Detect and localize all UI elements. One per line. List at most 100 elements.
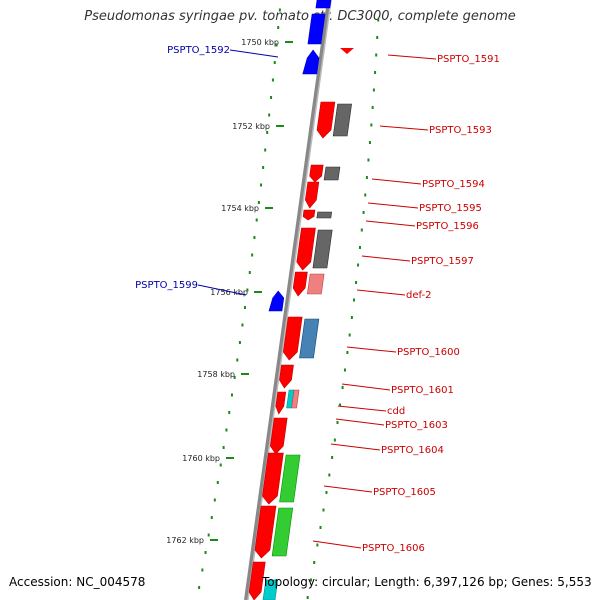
inner-ring-dot [273,61,276,64]
outer-dotted-ring [306,18,380,599]
inner-dotted-ring [198,8,281,589]
inner-ring-dot [260,183,263,187]
inner-ring-dot [251,253,254,257]
genome-summary-text: Topology: circular; Length: 6,397,126 bp… [262,575,592,589]
cog-bar-PSPTO_1597[interactable] [312,229,333,269]
outer-ring-dot [360,228,363,232]
outer-ring-dot [376,36,379,39]
cog-bar-PSPTO_1593[interactable] [332,103,352,137]
outer-ring-dot [331,456,334,459]
inner-ring-dot [219,463,222,467]
gene-feature[interactable] [248,561,266,600]
outer-ring-dot [333,438,336,442]
label-leaders-layer [197,49,437,549]
gene-feature-PSPTO_1593[interactable] [316,101,336,139]
gene-feature[interactable] [307,13,326,45]
gene-label-PSPTO_1605[interactable]: PSPTO_1605 [373,487,436,498]
inner-ring-dot [233,376,236,379]
outer-ring-dot [370,123,373,127]
inner-ring-dot [266,131,269,134]
inner-ring-dot [238,341,241,344]
label-leader-def-2 [356,289,406,296]
gene-feature-PSPTO_1595[interactable] [305,181,320,209]
outer-ring-dot [346,351,349,354]
cog-bar-def-2[interactable] [306,273,325,295]
inner-ring-dot [246,288,249,292]
cog-bar-PSPTO_1594[interactable] [323,166,341,181]
gene-label-PSPTO_1591[interactable]: PSPTO_1591 [437,54,500,65]
outer-ring-dot [353,298,355,302]
outer-ring-dot [365,176,368,179]
label-leader-PSPTO_1592 [229,49,279,58]
outer-ring-dot [339,403,342,407]
gene-label-PSPTO_1596[interactable]: PSPTO_1596 [416,221,479,232]
label-leader-PSPTO_1601 [341,383,391,391]
outer-ring-dot [357,263,360,267]
gene-label-PSPTO_1606[interactable]: PSPTO_1606 [362,543,425,554]
inner-ring-dot [198,586,201,589]
inner-ring-dot [248,271,251,274]
cog-bar[interactable] [262,579,279,600]
inner-ring-dot [213,498,216,502]
cog-bar-cdd[interactable] [291,389,300,409]
gene-label-PSPTO_1592[interactable]: PSPTO_1592 [167,45,230,56]
gene-label-PSPTO_1599[interactable]: PSPTO_1599 [135,280,198,291]
cog-bar-PSPTO_1600[interactable] [299,318,320,359]
outer-ring-dot [350,316,353,319]
outer-ring-dot [328,473,331,477]
gene-feature-PSPTO_1600[interactable] [283,316,303,361]
gene-feature-PSPTO_1603[interactable] [270,417,288,455]
inner-ring-dot [264,148,267,152]
label-leader-cdd [337,405,387,412]
inner-ring-dot [216,481,219,484]
gene-label-PSPTO_1595[interactable]: PSPTO_1595 [419,203,482,214]
gene-feature-PSPTO_1599[interactable] [268,290,285,312]
scale-tick-label: 1756 kbp [210,288,248,297]
outer-ring-dot [348,333,351,337]
outer-ring-dot [368,141,371,144]
gene-feature-PSPTO_1596[interactable] [302,209,316,221]
gene-feature-PSPTO_1605[interactable] [262,452,284,505]
gene-label-PSPTO_1593[interactable]: PSPTO_1593 [429,125,492,136]
label-leader-PSPTO_1604 [330,443,381,451]
cog-bar-PSPTO_1606[interactable] [271,507,294,557]
outer-ring-dot [306,596,309,599]
gene-feature-PSPTO_1594[interactable] [309,164,324,183]
gene-label-PSPTO_1597[interactable]: PSPTO_1597 [411,256,474,267]
gene-feature-PSPTO_1592[interactable] [302,49,320,75]
gene-label-PSPTO_1594[interactable]: PSPTO_1594 [422,179,485,190]
label-leader-PSPTO_1603 [335,418,385,426]
scale-ticks-layer [210,41,293,541]
gene-label-PSPTO_1601[interactable]: PSPTO_1601 [391,385,454,396]
outer-ring-dot [374,71,377,74]
gene-label-PSPTO_1603[interactable]: PSPTO_1603 [385,420,448,431]
label-leader-PSPTO_1596 [365,220,416,227]
cog-bar-PSPTO_1605[interactable] [279,454,301,503]
inner-ring-dot [255,218,258,222]
gene-feature-PSPTO_1591[interactable] [340,48,354,54]
outer-ring-dot [377,18,380,22]
gene-label-cdd[interactable]: cdd [387,406,405,417]
genome-backbone-shadow [247,0,332,600]
inner-ring-dot [236,358,239,362]
gene-label-PSPTO_1604[interactable]: PSPTO_1604 [381,445,444,456]
inner-ring-dot [268,113,271,117]
cog-bar-PSPTO_1596[interactable] [316,211,333,219]
accession-text: Accession: NC_004578 [9,575,146,589]
gene-feature-PSPTO_1606[interactable] [254,505,277,559]
inner-ring-dot [228,411,231,414]
inner-ring-dot [210,516,213,519]
gene-feature-PSPTO_1597[interactable] [296,227,316,271]
gene-feature[interactable] [315,0,332,9]
gene-label-def-2[interactable]: def-2 [406,290,431,301]
outer-ring-dot [375,53,378,57]
gene-feature-PSPTO_1601[interactable] [279,364,294,389]
label-leader-PSPTO_1593 [379,125,429,131]
gene-label-PSPTO_1600[interactable]: PSPTO_1600 [397,347,460,358]
label-leader-PSPTO_1594 [371,178,422,185]
outer-ring-dot [355,281,358,284]
gene-feature-def-2[interactable] [292,271,308,297]
label-leader-PSPTO_1599 [197,284,247,296]
gene-feature-cdd[interactable] [275,391,287,415]
